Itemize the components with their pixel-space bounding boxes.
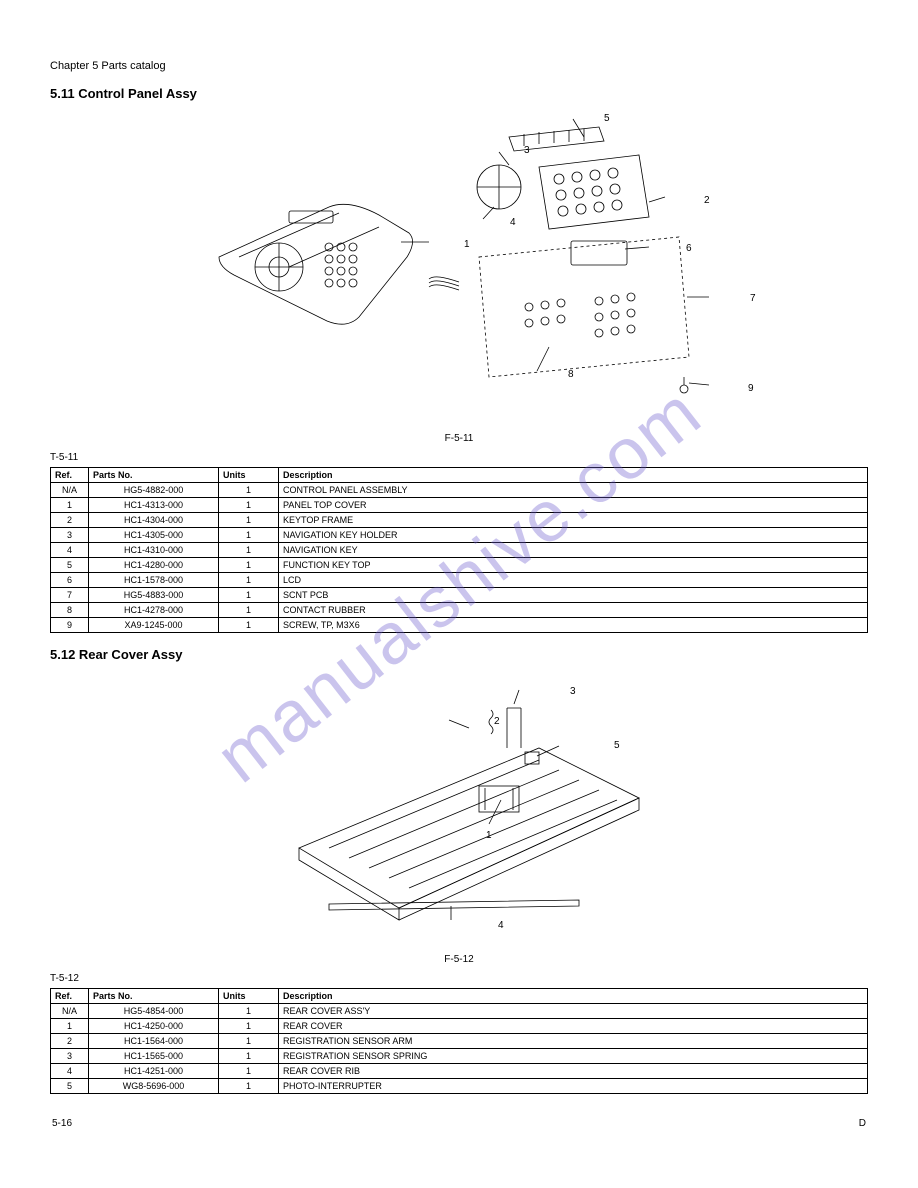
figure-1-svg: [179, 107, 739, 407]
fig1-callout-2: 2: [702, 195, 712, 206]
table-row: 6HC1-1578-0001LCD: [51, 573, 868, 588]
parts-table-1: Ref. Parts No. Units Description N/AHG5-…: [50, 467, 868, 633]
figure-2-caption: F-5-12: [50, 954, 868, 965]
table-header-row: Ref. Parts No. Units Description: [51, 468, 868, 483]
fig2-callout-5: 5: [612, 740, 622, 751]
table-header-row: Ref. Parts No. Units Description: [51, 989, 868, 1004]
fig1-callout-3: 3: [522, 145, 532, 156]
fig1-callout-1: 1: [462, 239, 472, 250]
th-ref: Ref.: [51, 989, 89, 1004]
section2-title: 5.12 Rear Cover Assy: [50, 647, 868, 662]
table-row: 5WG8-5696-0001PHOTO-INTERRUPTER: [51, 1079, 868, 1094]
page-footer: 5-16 D: [50, 1118, 868, 1129]
th-pn: Parts No.: [89, 989, 219, 1004]
parts-table-2-body: N/AHG5-4854-0001REAR COVER ASS'Y 1HC1-42…: [51, 1004, 868, 1094]
table-row: 7HG5-4883-0001SCNT PCB: [51, 588, 868, 603]
footer-right: D: [859, 1118, 866, 1129]
table-row: N/AHG5-4882-0001CONTROL PANEL ASSEMBLY: [51, 483, 868, 498]
table-1-title: T-5-11: [50, 452, 868, 463]
parts-table-2: Ref. Parts No. Units Description N/AHG5-…: [50, 988, 868, 1094]
fig1-callout-5: 5: [602, 113, 612, 124]
figure-2-svg: [239, 668, 679, 928]
table-row: 3HC1-4305-0001NAVIGATION KEY HOLDER: [51, 528, 868, 543]
table-row: N/AHG5-4854-0001REAR COVER ASS'Y: [51, 1004, 868, 1019]
fig1-callout-7: 7: [748, 293, 758, 304]
fig1-callout-6: 6: [684, 243, 694, 254]
table-row: 4HC1-4310-0001NAVIGATION KEY: [51, 543, 868, 558]
figure-1-caption: F-5-11: [50, 433, 868, 444]
fig2-callout-1: 1: [484, 830, 494, 841]
table-row: 1HC1-4313-0001PANEL TOP COVER: [51, 498, 868, 513]
fig1-callout-9: 9: [746, 383, 756, 394]
fig2-callout-3: 3: [568, 686, 578, 697]
fig2-callout-2: 2: [492, 716, 502, 727]
parts-table-1-body: N/AHG5-4882-0001CONTROL PANEL ASSEMBLY 1…: [51, 483, 868, 633]
table-row: 5HC1-4280-0001FUNCTION KEY TOP: [51, 558, 868, 573]
th-units: Units: [219, 468, 279, 483]
figure-1-wrap: 1 2 3 4 5 6 7 8 9: [50, 107, 868, 427]
table-row: 1HC1-4250-0001REAR COVER: [51, 1019, 868, 1034]
fig2-callout-4: 4: [496, 920, 506, 931]
page: manualshive.com Chapter 5 Parts catalog …: [0, 0, 918, 1169]
table-row: 8HC1-4278-0001CONTACT RUBBER: [51, 603, 868, 618]
th-pn: Parts No.: [89, 468, 219, 483]
chapter-head: Chapter 5 Parts catalog: [50, 60, 868, 72]
figure-2-wrap: 1 2 3 4 5: [50, 668, 868, 948]
fig1-callout-8: 8: [566, 369, 576, 380]
table-2-title: T-5-12: [50, 973, 868, 984]
fig1-callout-4: 4: [508, 217, 518, 228]
section1-title: 5.11 Control Panel Assy: [50, 86, 868, 101]
table-row: 4HC1-4251-0001REAR COVER RIB: [51, 1064, 868, 1079]
th-ref: Ref.: [51, 468, 89, 483]
th-desc: Description: [279, 468, 868, 483]
table-row: 3HC1-1565-0001REGISTRATION SENSOR SPRING: [51, 1049, 868, 1064]
table-row: 2HC1-4304-0001KEYTOP FRAME: [51, 513, 868, 528]
footer-left: 5-16: [52, 1118, 72, 1129]
table-row: 2HC1-1564-0001REGISTRATION SENSOR ARM: [51, 1034, 868, 1049]
table-row: 9XA9-1245-0001SCREW, TP, M3X6: [51, 618, 868, 633]
th-desc: Description: [279, 989, 868, 1004]
th-units: Units: [219, 989, 279, 1004]
